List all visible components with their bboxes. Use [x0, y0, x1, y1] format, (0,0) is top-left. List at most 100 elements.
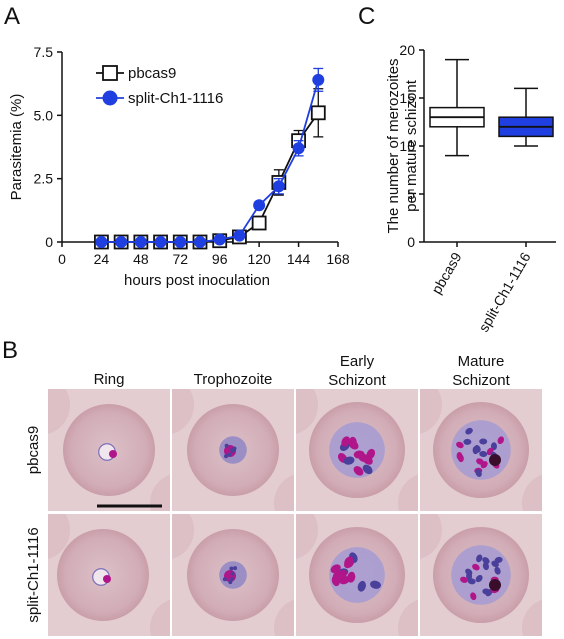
merozoite: [463, 438, 472, 445]
panel-letter-a: A: [4, 3, 20, 30]
merozoite: [344, 558, 354, 569]
tile-content: [172, 514, 294, 636]
x-tick-label: 96: [212, 251, 228, 267]
box-split-ch1-1116: [498, 87, 554, 147]
micrograph-grid: Ring Trophozoite Early Schizont Mature Schizo…: [25, 353, 542, 636]
panel-letter-c: C: [358, 3, 375, 30]
x-tick-label: 72: [172, 251, 188, 267]
data-point: [272, 180, 285, 193]
hemozoin: [489, 579, 501, 591]
parasite-granule: [224, 454, 229, 459]
merozoite: [494, 556, 503, 563]
parasite-granule: [228, 580, 233, 585]
micrograph-tile: [172, 514, 294, 636]
merozoite-box-plot: 0 5 10 15 20 pbcas9 split-Ch1-1116 The number…: [385, 42, 556, 335]
tile-content: [48, 389, 170, 511]
micrograph-tile: [48, 514, 170, 636]
merozoite: [476, 554, 483, 563]
merozoite: [456, 441, 464, 449]
parasite-granule: [230, 571, 235, 576]
micrograph-tile: [48, 389, 170, 511]
column-header-3: Early: [340, 353, 375, 370]
c-x-tick-label: split-Ch1-1116: [475, 249, 533, 334]
merozoite: [475, 469, 482, 477]
micrograph-tile: [172, 389, 294, 511]
box-pbcas9: [429, 58, 485, 157]
y-tick-label: 5.0: [34, 107, 54, 123]
data-point: [310, 105, 326, 121]
tile-content: [172, 389, 294, 511]
merozoite: [341, 436, 351, 447]
x-tick-label: 0: [58, 251, 66, 267]
micrograph-tile: [296, 514, 418, 636]
parasitemia-line-chart: 0 2.5 5.0 7.5 0 24 48 72 96 120 144 168 hours post…: [8, 44, 350, 289]
parasite-granule: [230, 576, 235, 581]
merozoite: [470, 592, 477, 601]
neighbor-cell: [48, 514, 70, 559]
merozoite: [479, 438, 488, 445]
neighbor-cell: [522, 599, 542, 636]
merozoite: [343, 456, 355, 465]
merozoite: [330, 564, 341, 574]
legend-marker-split: [102, 90, 118, 106]
neighbor-cell: [420, 514, 442, 559]
merozoite: [485, 589, 493, 597]
row-headers: pbcas9 split-Ch1-1116: [25, 426, 42, 623]
merozoite: [475, 574, 483, 583]
merozoite: [348, 436, 357, 448]
merozoite: [370, 580, 381, 589]
y-axis-title: Parasitemia (%): [8, 94, 25, 201]
merozoite: [472, 446, 479, 455]
merozoite: [362, 464, 373, 475]
merozoite: [482, 562, 489, 571]
data-point: [154, 236, 167, 248]
tile-content: [420, 389, 542, 511]
neighbor-cell: [522, 474, 542, 511]
legend-label-pbcas9: pbcas9: [128, 65, 176, 82]
data-point: [233, 229, 246, 242]
micrograph-tile: [420, 389, 542, 511]
row-header-1: pbcas9: [25, 426, 42, 474]
neighbor-cell: [398, 599, 418, 636]
c-y-tick-label: 0: [407, 234, 415, 250]
merozoite: [482, 557, 490, 564]
legend-label-split: split-Ch1-1116: [128, 90, 223, 107]
c-y-axis-title-line-1: The number of merozoites: [385, 58, 402, 233]
neighbor-cell: [150, 599, 170, 636]
data-point: [95, 236, 108, 248]
y-tick-label: 7.5: [34, 44, 54, 60]
merozoite: [465, 427, 473, 435]
merozoite: [337, 569, 347, 580]
c-y-tick-label: 15: [399, 90, 415, 106]
tile-content: [420, 514, 542, 636]
c-y-axis-title-line-2: per mature schizont: [403, 79, 420, 212]
micrograph-tile: [420, 514, 542, 636]
merozoite: [366, 448, 376, 460]
neighbor-cell: [398, 474, 418, 511]
data-point: [253, 199, 266, 212]
column-headers: Ring Trophozoite Early Schizont Mature Schizo…: [94, 353, 511, 389]
x-tick-label: 144: [287, 251, 311, 267]
parasite-nucleus: [109, 450, 117, 458]
legend-marker-pbcas9: [102, 65, 118, 81]
c-x-labels: pbcas9 split-Ch1-1116: [428, 242, 534, 335]
x-tick-label: 168: [326, 251, 350, 267]
panel-letter-b: B: [2, 337, 18, 364]
tile-content: [48, 514, 170, 636]
column-header-4: Mature: [458, 353, 505, 370]
column-header-4: Schizont: [452, 372, 510, 389]
neighbor-cell: [48, 389, 70, 434]
data-point: [115, 236, 128, 248]
column-header-3: Schizont: [328, 372, 386, 389]
hemozoin: [489, 454, 501, 466]
data-point: [312, 73, 325, 86]
merozoite: [467, 578, 476, 585]
x-ticks: 0 24 48 72 96 120 144 168: [58, 242, 350, 267]
c-y-tick-label: 20: [399, 42, 415, 58]
neighbor-cell: [172, 389, 194, 434]
merozoite: [465, 568, 473, 576]
merozoite: [460, 576, 468, 583]
merozoite: [472, 563, 480, 571]
y-tick-label: 2.5: [34, 171, 54, 187]
